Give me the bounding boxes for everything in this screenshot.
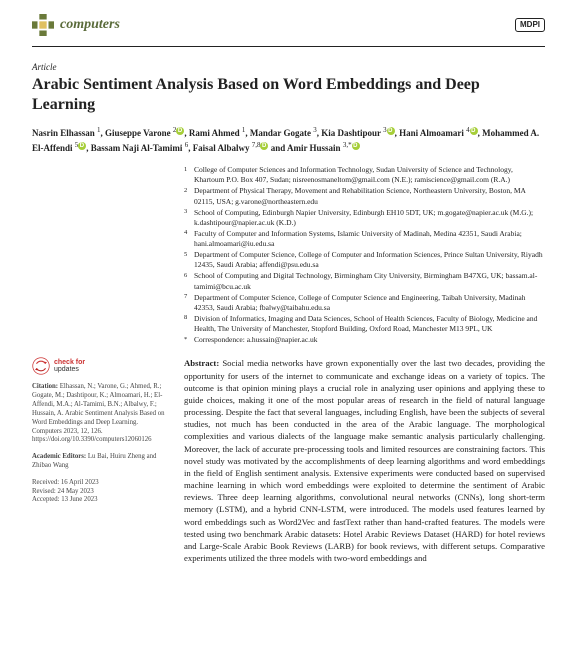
affiliation-number: *	[184, 335, 194, 345]
author: Mandar Gogate 3	[250, 128, 317, 138]
affiliation-row: 3 School of Computing, Edinburgh Napier …	[184, 208, 545, 228]
affiliation-row: 5 Department of Computer Science, Colleg…	[184, 250, 545, 270]
affiliation-row: 6 School of Computing and Digital Techno…	[184, 271, 545, 291]
affiliation-number: 6	[184, 271, 194, 291]
affiliation-text: Department of Computer Science, College …	[194, 293, 545, 313]
abstract: Abstract: Social media networks have gro…	[184, 357, 545, 564]
publisher-badge: MDPI	[515, 18, 545, 33]
affiliation-row: 7 Department of Computer Science, Colleg…	[184, 293, 545, 313]
affiliation-text: School of Computing, Edinburgh Napier Un…	[194, 208, 545, 228]
affiliation-number: 7	[184, 293, 194, 313]
author: Hani Almoamari 4	[399, 128, 478, 138]
affiliation-row: 1 College of Computer Sciences and Infor…	[184, 165, 545, 185]
orcid-icon[interactable]	[78, 142, 86, 150]
author: Kia Dashtipour 3	[321, 128, 394, 138]
author-list: Nasrin Elhassan 1, Giuseppe Varone 2, Ra…	[32, 125, 545, 155]
author: Rami Ahmed 1	[189, 128, 246, 138]
author: Giuseppe Varone 2	[105, 128, 184, 138]
affiliation-text: Correspondence: a.hussain@napier.ac.uk	[194, 335, 545, 345]
affiliation-number: 5	[184, 250, 194, 270]
affiliation-number: 4	[184, 229, 194, 249]
article-type: Article	[32, 61, 545, 73]
journal-name: computers	[60, 16, 120, 35]
affiliation-number: 2	[184, 186, 194, 206]
orcid-icon[interactable]	[470, 127, 478, 135]
orcid-icon[interactable]	[352, 142, 360, 150]
sidebar: check for updates Citation: Elhassan, N.…	[32, 357, 168, 564]
affiliation-number: 3	[184, 208, 194, 228]
affiliation-text: Department of Physical Therapy, Movement…	[194, 186, 545, 206]
journal-logo-icon	[32, 14, 54, 36]
author: Nasrin Elhassan 1	[32, 128, 101, 138]
affiliations-block: 1 College of Computer Sciences and Infor…	[184, 165, 545, 345]
affiliation-text: School of Computing and Digital Technolo…	[194, 271, 545, 291]
editors-block: Academic Editors: Lu Bai, Huiru Zheng an…	[32, 453, 168, 471]
author: Faisal Albalwy 7,8	[193, 143, 269, 153]
journal-logo-block: computers	[32, 14, 120, 36]
orcid-icon[interactable]	[387, 127, 395, 135]
affiliation-text: Department of Computer Science, College …	[194, 250, 545, 270]
article-title: Arabic Sentiment Analysis Based on Word …	[32, 75, 545, 115]
affiliation-text: Division of Informatics, Imaging and Dat…	[194, 314, 545, 334]
affiliation-number: 1	[184, 165, 194, 185]
check-for-updates[interactable]: check for updates	[32, 357, 168, 375]
affiliation-text: Faculty of Computer and Information Syst…	[194, 229, 545, 249]
affiliation-row: 8 Division of Informatics, Imaging and D…	[184, 314, 545, 334]
check-updates-label: check for updates	[54, 359, 85, 374]
affiliation-row: 4 Faculty of Computer and Information Sy…	[184, 229, 545, 249]
author: Bassam Naji Al-Tamimi 6	[91, 143, 188, 153]
header: computers MDPI	[0, 0, 577, 46]
affiliation-text: College of Computer Sciences and Informa…	[194, 165, 545, 185]
author: Amir Hussain 3,*	[287, 143, 360, 153]
affiliation-row: * Correspondence: a.hussain@napier.ac.uk	[184, 335, 545, 345]
citation-block: Citation: Elhassan, N.; Varone, G.; Ahme…	[32, 383, 168, 445]
affiliation-number: 8	[184, 314, 194, 334]
affiliation-row: 2 Department of Physical Therapy, Moveme…	[184, 186, 545, 206]
dates-block: Received: 16 April 2023 Revised: 24 May …	[32, 479, 168, 505]
orcid-icon[interactable]	[176, 127, 184, 135]
check-updates-icon	[32, 357, 50, 375]
orcid-icon[interactable]	[260, 142, 268, 150]
